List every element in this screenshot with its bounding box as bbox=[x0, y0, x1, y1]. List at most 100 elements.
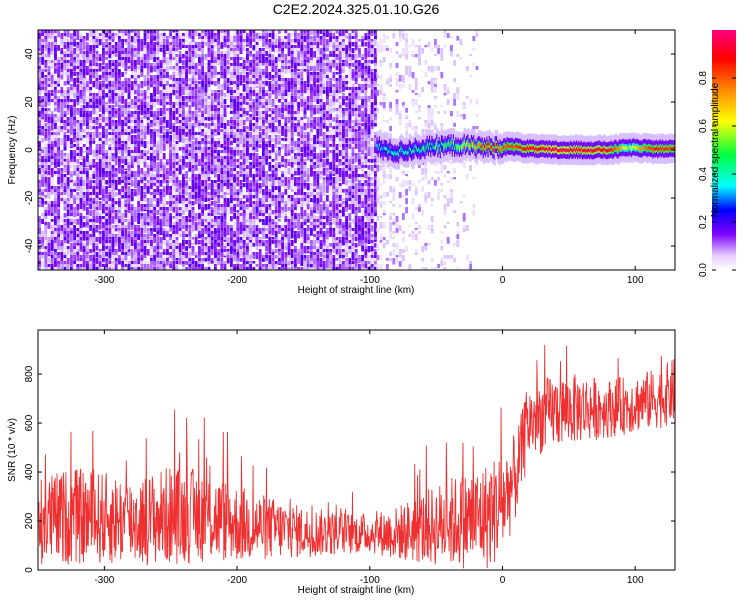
heatmap-cell bbox=[217, 78, 220, 83]
heatmap-cell bbox=[111, 183, 115, 186]
heatmap-cell bbox=[60, 33, 64, 39]
heatmap-cell bbox=[265, 174, 268, 183]
heatmap-cell bbox=[194, 144, 198, 148]
heatmap-cell bbox=[66, 234, 70, 240]
heatmap-cell bbox=[76, 249, 80, 255]
heatmap-cell bbox=[236, 30, 240, 34]
heatmap-cell bbox=[194, 258, 198, 262]
heatmap-cell bbox=[185, 216, 188, 220]
heatmap-cell bbox=[262, 126, 265, 129]
heatmap-cell bbox=[38, 189, 41, 195]
heatmap-cell bbox=[162, 120, 166, 125]
heatmap-cell bbox=[140, 186, 144, 195]
heatmap-cell bbox=[220, 207, 224, 212]
heatmap-cell bbox=[169, 96, 172, 99]
heatmap-cell bbox=[239, 120, 243, 129]
heatmap-cell bbox=[156, 201, 160, 206]
heatmap-cell bbox=[105, 33, 108, 37]
heatmap-cell bbox=[230, 141, 233, 146]
heatmap-cell bbox=[182, 162, 185, 167]
heatmap-cell bbox=[220, 30, 224, 33]
heatmap-cell bbox=[210, 45, 214, 49]
heatmap-cell bbox=[188, 78, 192, 82]
heatmap-cell bbox=[201, 195, 204, 202]
heatmap-cell bbox=[210, 69, 214, 72]
heatmap-cell bbox=[38, 129, 41, 134]
heatmap-cell bbox=[66, 186, 70, 190]
heatmap-cell bbox=[79, 123, 83, 127]
heatmap-cell bbox=[255, 54, 259, 59]
heatmap-cell bbox=[217, 204, 220, 210]
heatmap-cell bbox=[89, 195, 92, 199]
heatmap-cell bbox=[223, 138, 227, 143]
heatmap-cell bbox=[130, 84, 134, 88]
heatmap-cell bbox=[66, 99, 70, 103]
heatmap-cell bbox=[143, 150, 147, 155]
heatmap-cell bbox=[230, 87, 233, 92]
heatmap-cell bbox=[182, 171, 185, 175]
heatmap-cell bbox=[143, 222, 147, 227]
heatmap-cell bbox=[111, 84, 115, 88]
heatmap-cell bbox=[262, 231, 265, 237]
heatmap-cell bbox=[239, 129, 243, 134]
heatmap-cell bbox=[105, 51, 108, 55]
heatmap-cell bbox=[214, 207, 217, 214]
heatmap-cell bbox=[268, 174, 272, 177]
heatmap-cell bbox=[146, 183, 150, 189]
heatmap-cell bbox=[236, 252, 240, 258]
heatmap-cell bbox=[159, 207, 163, 213]
heatmap-cell bbox=[233, 162, 236, 168]
heatmap-cell bbox=[175, 99, 179, 103]
heatmap-cell bbox=[111, 120, 115, 124]
heatmap-cell bbox=[201, 123, 204, 126]
heatmap-cell bbox=[41, 213, 44, 217]
heatmap-cell bbox=[114, 93, 118, 97]
heatmap-cell bbox=[54, 45, 57, 51]
heatmap-cell bbox=[255, 117, 259, 123]
heatmap-cell bbox=[153, 135, 156, 138]
heatmap-cell bbox=[258, 84, 262, 90]
heatmap-cell bbox=[124, 102, 128, 107]
heatmap-cell bbox=[191, 258, 195, 263]
heatmap-cell bbox=[108, 138, 112, 143]
heatmap-cell bbox=[182, 96, 185, 102]
heatmap-cell bbox=[92, 210, 96, 216]
heatmap-cell bbox=[274, 48, 278, 54]
heatmap-cell bbox=[223, 99, 227, 105]
heatmap-cell bbox=[172, 144, 176, 148]
heatmap-cell bbox=[73, 66, 76, 70]
heatmap-cell bbox=[271, 66, 275, 71]
heatmap-cell bbox=[137, 42, 140, 50]
heatmap-cell bbox=[198, 48, 201, 52]
heatmap-cell bbox=[178, 252, 182, 256]
heatmap-cell bbox=[274, 171, 278, 177]
heatmap-cell bbox=[214, 96, 217, 101]
heatmap-cell bbox=[220, 75, 224, 79]
heatmap-cell bbox=[207, 234, 211, 238]
heatmap-cell bbox=[127, 213, 131, 220]
heatmap-cell bbox=[140, 159, 144, 164]
heatmap-cell bbox=[249, 201, 252, 206]
heatmap-cell bbox=[252, 129, 256, 133]
heatmap-cell bbox=[57, 117, 60, 123]
heatmap-cell bbox=[98, 261, 102, 270]
heatmap-cell bbox=[146, 261, 150, 266]
heatmap-cell bbox=[86, 228, 89, 233]
heatmap-cell bbox=[182, 237, 185, 240]
heatmap-cell bbox=[47, 165, 51, 171]
heatmap-cell bbox=[201, 168, 204, 172]
heatmap-cell bbox=[281, 192, 284, 198]
heatmap-cell bbox=[82, 174, 86, 180]
heatmap-cell bbox=[220, 255, 224, 258]
heatmap-cell bbox=[233, 246, 236, 251]
heatmap-cell bbox=[271, 90, 275, 95]
heatmap-cell bbox=[230, 108, 233, 113]
heatmap-cell bbox=[73, 165, 76, 170]
heatmap-cell bbox=[121, 36, 124, 39]
heatmap-cell bbox=[159, 144, 163, 151]
heatmap-cell bbox=[233, 267, 236, 270]
heatmap-cell bbox=[169, 264, 172, 269]
heatmap-cell bbox=[233, 96, 236, 100]
heatmap-cell bbox=[242, 105, 246, 110]
heatmap-cell bbox=[265, 45, 268, 50]
